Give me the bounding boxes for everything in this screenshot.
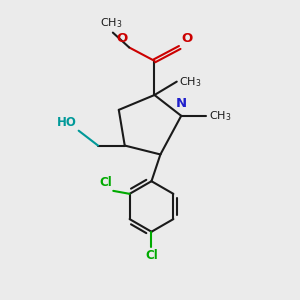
Text: CH$_3$: CH$_3$ [209, 109, 231, 123]
Text: N: N [176, 98, 187, 110]
Text: Cl: Cl [99, 176, 112, 189]
Text: CH$_3$: CH$_3$ [179, 75, 202, 88]
Text: Cl: Cl [145, 249, 158, 262]
Text: O: O [116, 32, 128, 45]
Text: HO: HO [56, 116, 76, 129]
Text: CH$_3$: CH$_3$ [100, 16, 123, 30]
Text: O: O [181, 32, 193, 45]
